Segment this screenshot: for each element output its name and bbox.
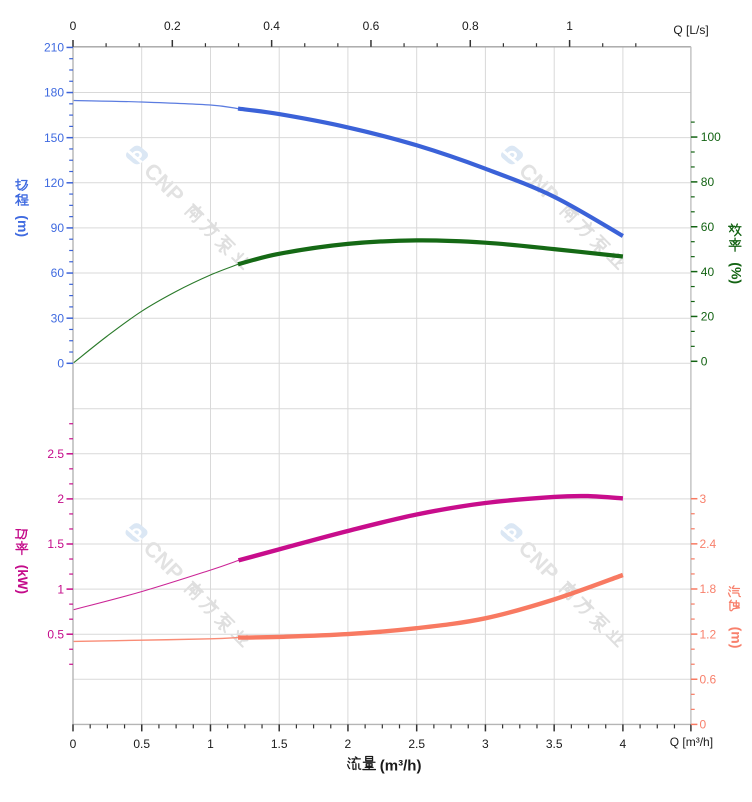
svg-text:1.5: 1.5 [47, 537, 64, 551]
svg-text:1: 1 [566, 19, 573, 33]
svg-text:3: 3 [482, 737, 489, 751]
svg-text:30: 30 [51, 311, 65, 325]
svg-text:1.2: 1.2 [700, 627, 717, 641]
svg-text:0.6: 0.6 [363, 19, 380, 33]
svg-text:0.2: 0.2 [164, 19, 181, 33]
svg-text:3: 3 [700, 492, 707, 506]
svg-text:0.8: 0.8 [462, 19, 479, 33]
svg-text:1: 1 [207, 737, 214, 751]
svg-text:1: 1 [57, 582, 64, 596]
svg-text:(m³/h): (m³/h) [380, 757, 422, 774]
svg-text:2: 2 [57, 492, 64, 506]
svg-text:4: 4 [620, 737, 627, 751]
svg-text:2.4: 2.4 [700, 537, 717, 551]
svg-text:60: 60 [701, 220, 715, 234]
svg-text:2: 2 [345, 737, 352, 751]
svg-text:0: 0 [57, 357, 64, 371]
svg-text:20: 20 [701, 310, 715, 324]
svg-text:0.5: 0.5 [47, 627, 64, 641]
svg-text:1.5: 1.5 [271, 737, 288, 751]
svg-text:0.5: 0.5 [133, 737, 150, 751]
svg-text:180: 180 [44, 86, 64, 100]
svg-text:80: 80 [701, 175, 715, 189]
svg-text:90: 90 [51, 221, 65, 235]
svg-text:0: 0 [700, 718, 707, 732]
svg-text:0: 0 [701, 355, 708, 369]
svg-text:0.6: 0.6 [700, 673, 717, 687]
svg-text:(m): (m) [729, 627, 745, 649]
svg-text:2.5: 2.5 [408, 737, 425, 751]
svg-text:0.4: 0.4 [263, 19, 280, 33]
svg-text:2.5: 2.5 [47, 447, 64, 461]
svg-text:150: 150 [44, 131, 64, 145]
svg-text:0: 0 [70, 19, 77, 33]
svg-text:1.8: 1.8 [700, 582, 717, 596]
svg-text:100: 100 [701, 130, 721, 144]
svg-text:Q [m³/h]: Q [m³/h] [670, 735, 713, 749]
svg-text:(%): (%) [729, 262, 745, 284]
svg-text:120: 120 [44, 176, 64, 190]
svg-text:3.5: 3.5 [546, 737, 563, 751]
svg-text:60: 60 [51, 266, 65, 280]
svg-text:0: 0 [70, 737, 77, 751]
svg-text:210: 210 [44, 41, 64, 55]
svg-text:40: 40 [701, 265, 715, 279]
svg-text:(m): (m) [15, 215, 31, 237]
svg-text:Q [L/s]: Q [L/s] [673, 23, 708, 37]
svg-text:(kW): (kW) [15, 565, 30, 594]
